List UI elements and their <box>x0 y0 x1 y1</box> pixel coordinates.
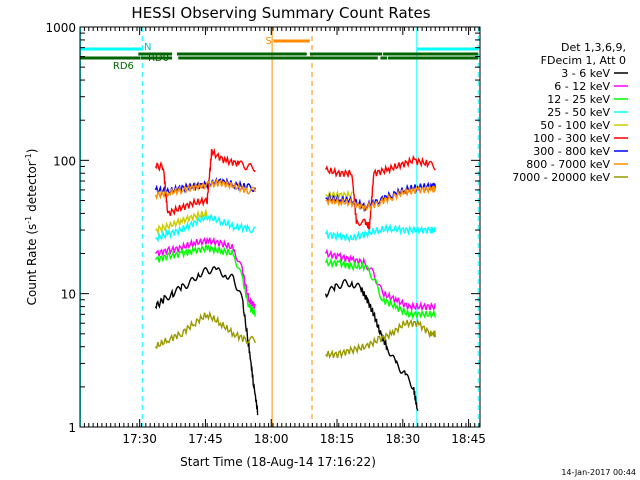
flag-bar-label: RD6 <box>113 61 134 72</box>
series-line <box>324 222 436 244</box>
legend-entry-label: 50 - 100 keV <box>540 119 610 132</box>
series-line <box>324 278 419 411</box>
flag-bar-label: N <box>144 42 151 53</box>
axis-ticks: 17:30 17:45 18:00 18:15 18:30 18:45 1 10 100 1000 <box>45 21 485 446</box>
series-line <box>325 183 436 213</box>
x-tick-label: 18:30 <box>386 432 421 446</box>
y-tick-label: 10 <box>61 288 76 302</box>
x-axis-label: Start Time (18-Aug-14 17:16:22) <box>180 455 376 469</box>
flag-bar-label: S <box>266 36 272 47</box>
legend-entry-label: 3 - 6 keV <box>561 67 610 80</box>
legend-entry-label: 300 - 800 keV <box>533 145 610 158</box>
series-line <box>325 318 436 360</box>
legend-header: Det 1,3,6,9, <box>561 41 626 54</box>
series-line <box>325 189 353 201</box>
series-line <box>154 243 257 317</box>
series-line <box>154 265 259 416</box>
x-tick-label: 17:45 <box>188 432 223 446</box>
plot-frame <box>79 26 481 428</box>
x-tick-label: 18:15 <box>320 432 355 446</box>
y-axis-label-sup1: -1 <box>24 216 33 224</box>
y-axis-label: Count Rate (s-1 detector-1) <box>24 149 39 306</box>
series-line <box>155 213 256 243</box>
legend-entry-label: 7000 - 20000 keV <box>512 171 610 184</box>
legend-entry-label: 100 - 300 keV <box>533 132 610 145</box>
series-line <box>154 236 256 309</box>
x-tick-label: 18:00 <box>254 432 289 446</box>
x-tick-label: 18:45 <box>451 432 486 446</box>
series-line <box>324 257 436 321</box>
timestamp-stamp: 14-Jan-2017 00:44 <box>561 468 636 477</box>
y-axis-label-mid: detector <box>25 161 39 216</box>
series-line <box>154 310 257 350</box>
series-line <box>154 147 256 217</box>
legend-entry-label: 25 - 50 keV <box>547 106 610 119</box>
legend-entry-label: 6 - 12 keV <box>554 80 610 93</box>
series-line <box>324 248 436 313</box>
y-axis-label-sup2: -1 <box>24 153 33 161</box>
legend-header: FDecim 1, Att 0 <box>541 54 626 67</box>
y-tick-label: 1 <box>68 421 76 435</box>
legend-entry-label: 800 - 7000 keV <box>526 158 610 171</box>
x-tick-label: 17:30 <box>122 432 157 446</box>
y-axis-label-main: Count Rate (s <box>25 224 39 306</box>
y-tick-label: 1000 <box>45 21 76 35</box>
series-line <box>155 208 208 236</box>
legend-entry-label: 12 - 25 keV <box>547 93 610 106</box>
series-line <box>154 178 257 201</box>
y-axis-label-end: ) <box>25 149 39 154</box>
y-tick-label: 100 <box>53 154 76 168</box>
y-axis-label-group: Count Rate (s-1 detector-1) <box>24 149 39 306</box>
series-line <box>324 155 436 230</box>
chart-title: HESSI Observing Summary Count Rates <box>131 4 430 22</box>
flag-bar-label: RD0 <box>148 53 169 64</box>
plot-area: N S RD0 RD6 <box>79 27 479 427</box>
